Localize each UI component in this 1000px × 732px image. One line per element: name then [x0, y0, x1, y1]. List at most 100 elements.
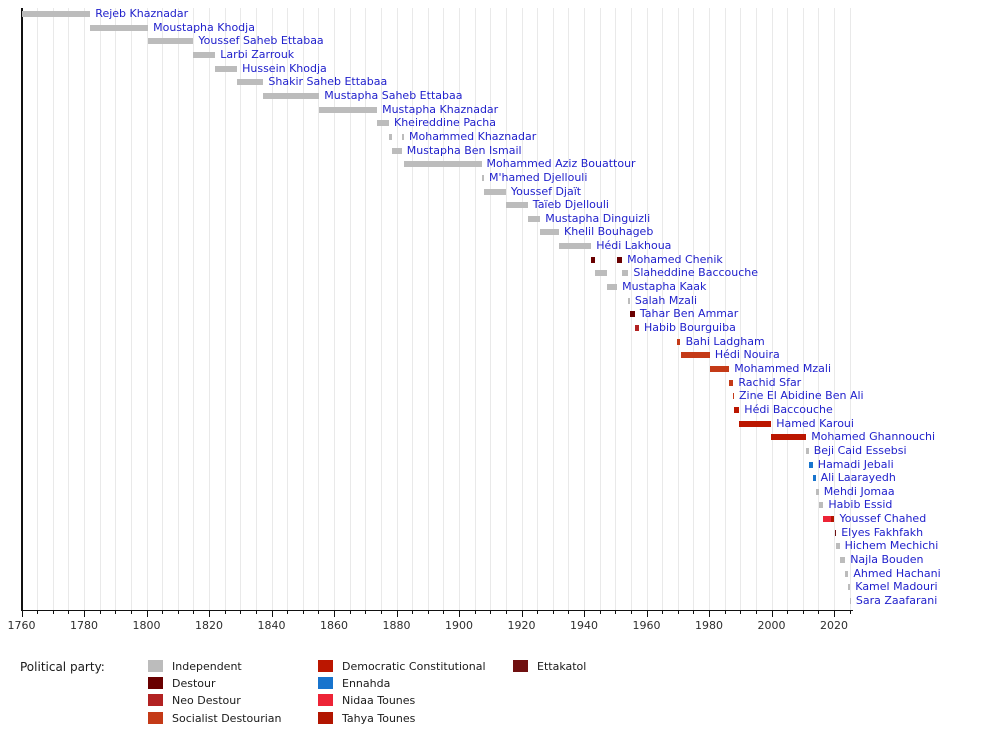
- person-label-kamel-madouri[interactable]: Kamel Madouri: [855, 580, 938, 594]
- timeline-bar-habib-bourguiba: [634, 325, 639, 331]
- person-label-ali-laarayedh[interactable]: Ali Laarayedh: [820, 471, 896, 485]
- x-axis-tick-label: 1860: [320, 619, 348, 632]
- gridline: [849, 8, 851, 610]
- legend-label-neo_destour: Neo Destour: [172, 694, 241, 708]
- person-label-zine-el-abidine-ben-ali[interactable]: Zine El Abidine Ben Ali: [739, 389, 864, 403]
- timeline-bar-elyes-fakhfakh: [834, 529, 837, 536]
- person-label-youssef-chahed[interactable]: Youssef Chahed: [839, 512, 927, 526]
- x-axis-tick-label: 1760: [7, 619, 36, 632]
- person-label-hedi-nouira[interactable]: Hédi Nouira: [714, 348, 780, 362]
- timeline-bar-mohamed-chenik: [591, 256, 595, 263]
- timeline-bar-rejeb-khaznadar: [21, 11, 91, 17]
- person-label-beji-caid-essebsi[interactable]: Beji Caid Essebsi: [813, 443, 907, 457]
- gridline: [755, 8, 757, 610]
- person-label-rejeb-khaznadar[interactable]: Rejeb Khaznadar: [95, 7, 189, 20]
- x-axis-minor-tick: [740, 611, 742, 614]
- person-label-taieb-djellouli[interactable]: Taïeb Djellouli: [532, 198, 609, 212]
- gridline: [334, 8, 335, 610]
- person-label-rachid-sfar[interactable]: Rachid Sfar: [738, 375, 802, 389]
- person-label-mohammed-mzali[interactable]: Mohammed Mzali: [734, 361, 832, 375]
- person-label-youssef-saheb-ettabaa[interactable]: Youssef Saheb Ettabaa: [198, 34, 324, 48]
- person-label-mustapha-khaznadar[interactable]: Mustapha Khaznadar: [382, 102, 499, 116]
- person-label-khelil-bouhageb[interactable]: Khelil Bouhageb: [564, 225, 654, 239]
- timeline-bar-slaheddine-baccouche: [622, 270, 629, 277]
- x-axis-minor-tick: [615, 611, 617, 614]
- timeline-bar-kheireddine-pacha: [377, 120, 389, 127]
- person-label-hedi-baccouche[interactable]: Hédi Baccouche: [744, 402, 833, 416]
- legend-label-socialist_destourian: Socialist Destourian: [172, 711, 282, 725]
- legend-label-nidaa_tounes: Nidaa Tounes: [342, 694, 416, 708]
- person-label-mustapha-kaak[interactable]: Mustapha Kaak: [622, 280, 707, 293]
- x-axis-major-tick: [209, 611, 210, 617]
- person-label-mohamed-chenik[interactable]: Mohamed Chenik: [627, 252, 723, 266]
- gridline: [630, 8, 632, 610]
- x-axis-major-tick: [84, 611, 85, 617]
- x-axis-major-tick: [771, 611, 773, 617]
- gridline: [834, 8, 835, 610]
- legend-swatch-socialist_destourian: [148, 711, 163, 724]
- x-axis-tick-label: 1940: [570, 619, 598, 632]
- timeline-bar-youssef-djait: [484, 188, 506, 195]
- person-label-bahi-ladgham[interactable]: Bahi Ladgham: [685, 334, 765, 348]
- person-label-najla-bouden[interactable]: Najla Bouden: [850, 553, 924, 566]
- person-label-habib-essid[interactable]: Habib Essid: [828, 498, 893, 512]
- person-label-hedi-lakhoua[interactable]: Hédi Lakhoua: [596, 239, 672, 253]
- timeline-bar-sara-zaafarani: [849, 598, 851, 604]
- gridline: [584, 8, 585, 610]
- person-label-mohamed-ghannouchi[interactable]: Mohamed Ghannouchi: [811, 430, 936, 444]
- person-label-salah-mzali[interactable]: Salah Mzali: [634, 293, 697, 307]
- gridline: [802, 8, 804, 610]
- x-axis-line: [20, 610, 853, 611]
- x-axis-minor-tick: [224, 611, 226, 614]
- person-label-mustapha-saheb-ettabaa[interactable]: Mustapha Saheb Ettabaa: [324, 88, 463, 102]
- timeline-bar-mustapha-ben-ismail: [392, 147, 402, 154]
- timeline-bar-youssef-chahed: [823, 516, 831, 523]
- person-label-mustapha-ben-ismail[interactable]: Mustapha Ben Ismail: [406, 143, 522, 157]
- timeline-bar-m-hamed-djellouli: [481, 174, 484, 181]
- person-label-mohammed-aziz-bouattour[interactable]: Mohammed Aziz Bouattour: [486, 157, 636, 171]
- gridline: [693, 8, 695, 610]
- x-axis-minor-tick: [630, 611, 632, 614]
- x-axis-tick-label: 1820: [195, 619, 223, 632]
- legend-swatch-democratic_constitutional: [318, 660, 333, 672]
- x-axis-minor-tick: [99, 611, 101, 614]
- person-label-habib-bourguiba[interactable]: Habib Bourguiba: [644, 321, 736, 334]
- person-label-mehdi-jomaa[interactable]: Mehdi Jomaa: [823, 484, 895, 498]
- person-label-hichem-mechichi[interactable]: Hichem Mechichi: [844, 539, 939, 553]
- x-axis-minor-tick: [818, 611, 820, 614]
- gridline: [771, 8, 773, 610]
- person-label-m-hamed-djellouli[interactable]: M'hamed Djellouli: [489, 170, 588, 184]
- timeline-bar-najla-bouden: [839, 557, 846, 563]
- person-label-hamed-karoui[interactable]: Hamed Karoui: [776, 416, 854, 430]
- person-label-tahar-ben-ammar[interactable]: Tahar Ben Ammar: [639, 307, 739, 321]
- person-label-elyes-fakhfakh[interactable]: Elyes Fakhfakh: [841, 525, 924, 539]
- x-axis-minor-tick: [68, 611, 70, 614]
- person-label-shakir-saheb-ettabaa[interactable]: Shakir Saheb Ettabaa: [268, 75, 388, 89]
- person-label-larbi-zarrouk[interactable]: Larbi Zarrouk: [220, 48, 295, 61]
- x-axis-major-tick: [334, 611, 335, 617]
- person-label-slaheddine-baccouche[interactable]: Slaheddine Baccouche: [633, 266, 759, 280]
- x-axis-minor-tick: [802, 611, 804, 614]
- gridline: [459, 8, 460, 610]
- x-axis-minor-tick: [787, 611, 789, 614]
- timeline-bar-mustapha-khaznadar: [319, 106, 378, 113]
- gridline: [709, 8, 710, 610]
- person-label-kheireddine-pacha[interactable]: Kheireddine Pacha: [394, 116, 496, 130]
- gridline: [115, 8, 117, 610]
- x-axis-minor-tick: [37, 611, 39, 614]
- gridline: [162, 8, 164, 610]
- timeline-bar-hedi-lakhoua: [559, 243, 592, 250]
- person-label-mustapha-dinguizli[interactable]: Mustapha Dinguizli: [545, 211, 651, 225]
- person-label-ahmed-hachani[interactable]: Ahmed Hachani: [853, 566, 941, 580]
- person-label-hamadi-jebali[interactable]: Hamadi Jebali: [817, 457, 894, 471]
- timeline-bar-mustapha-kaak: [607, 284, 618, 290]
- person-label-mohammed-khaznadar[interactable]: Mohammed Khaznadar: [409, 129, 537, 143]
- legend-label-democratic_constitutional: Democratic Constitutional: [342, 660, 486, 673]
- person-label-sara-zaafarani[interactable]: Sara Zaafarani: [855, 594, 938, 607]
- timeline-bar-tahar-ben-ammar: [629, 311, 635, 318]
- person-label-hussein-khodja[interactable]: Hussein Khodja: [242, 61, 327, 75]
- person-label-moustapha-khodja[interactable]: Moustapha Khodja: [153, 20, 255, 34]
- person-label-youssef-djait[interactable]: Youssef Djaït: [510, 184, 582, 198]
- timeline-bar-taieb-djellouli: [505, 202, 528, 209]
- plot-area: 1760 1780 1800 1820 1840 1860 1880 1900 1920 1940…: [7, 7, 941, 633]
